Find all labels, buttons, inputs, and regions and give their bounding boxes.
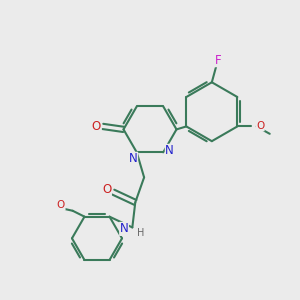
Text: O: O <box>102 183 111 196</box>
Text: N: N <box>165 144 174 158</box>
Text: O: O <box>57 200 65 210</box>
Text: F: F <box>214 54 221 67</box>
Text: N: N <box>129 152 138 165</box>
Text: O: O <box>92 120 101 133</box>
Text: N: N <box>120 222 128 236</box>
Text: O: O <box>256 121 264 131</box>
Text: H: H <box>137 228 144 238</box>
